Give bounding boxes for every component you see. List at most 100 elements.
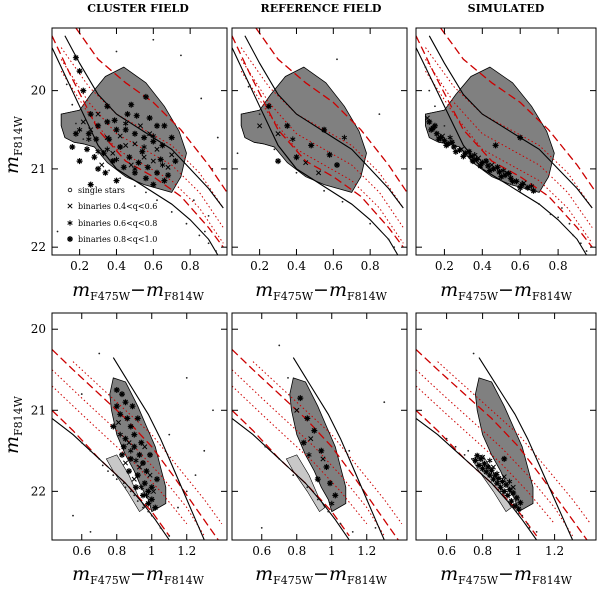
binary-q04-point xyxy=(99,162,105,168)
single-star-point xyxy=(71,103,74,106)
single-star-point xyxy=(463,453,466,456)
binary-q08-point xyxy=(154,122,160,129)
binary-q08-point xyxy=(449,139,455,146)
binary-q08-point xyxy=(486,472,493,479)
binary-q08-point xyxy=(145,488,152,495)
binary-q04-point xyxy=(501,474,507,480)
binary-q08-point xyxy=(504,492,511,499)
single-star-point xyxy=(585,250,588,252)
isochrone-dotted-2 xyxy=(425,70,593,244)
binary-q06-point xyxy=(329,500,335,507)
y-axis-label-bottom: mF814W xyxy=(1,395,25,454)
legend: single stars binaries 0.4<q<0.6 binaries… xyxy=(67,186,157,244)
binary-q06-point xyxy=(447,134,453,141)
binary-q08-point xyxy=(308,142,315,149)
binary-q08-point xyxy=(128,101,135,108)
binary-q08-point xyxy=(76,158,83,165)
y-tick-label: 22 xyxy=(31,484,46,498)
xlabel-sub2: F814W xyxy=(347,290,388,303)
binary-q08-point xyxy=(509,178,516,185)
binary-q08-point xyxy=(326,151,333,158)
isochrone-dashed-0 xyxy=(232,349,399,540)
binary-q08-point xyxy=(297,395,304,402)
single-star-point xyxy=(198,234,201,237)
binary-q08-point xyxy=(150,181,157,188)
binary-q08-point xyxy=(95,122,102,129)
x-tick-label: 0.6 xyxy=(324,259,343,273)
single-star-point xyxy=(387,238,390,241)
binary-q06-point xyxy=(487,457,493,464)
binary-q04-point xyxy=(80,119,86,125)
single-star-point xyxy=(170,211,173,213)
binary-q08-point xyxy=(318,447,325,454)
binary-q08-point xyxy=(505,170,512,177)
single-star-point xyxy=(383,401,386,404)
binary-q08-point xyxy=(530,187,537,194)
binary-q08-point xyxy=(117,411,124,418)
legend-label-q06: binaries 0.6<q<0.8 xyxy=(78,219,157,228)
binary-region xyxy=(425,66,555,193)
binary-q08-point xyxy=(134,472,141,479)
y-tick-label: 20 xyxy=(31,84,46,98)
single-star-point xyxy=(306,486,309,489)
binary-q08-point xyxy=(104,118,111,125)
svg-text:mF475W−mF814W: mF475W−mF814W xyxy=(440,279,573,303)
binary-q08-point xyxy=(456,147,463,154)
xlabel-sub2: F814W xyxy=(532,574,573,587)
isochrone-dashed-1 xyxy=(75,28,227,193)
binary-q08-point xyxy=(113,387,120,393)
fiducial-binary-line xyxy=(64,35,224,209)
svg-text:mF814W: mF814W xyxy=(1,395,25,454)
single-star-point xyxy=(467,449,470,452)
panel-reference-field-top: 0.2 0.4 0.6 0.8 xyxy=(231,27,408,273)
single-star-point xyxy=(80,441,83,444)
binary-q08-point xyxy=(142,93,149,100)
single-star-point xyxy=(295,171,298,174)
single-star-point xyxy=(152,38,155,41)
binary-q08-point xyxy=(477,162,484,169)
binary-q08-point xyxy=(492,472,499,479)
single-star-point xyxy=(454,445,457,448)
binary-q08-point xyxy=(76,68,83,75)
ylabel-sub: F814W xyxy=(12,115,25,156)
binary-q08-point xyxy=(452,148,459,155)
binary-q04-point xyxy=(123,142,129,148)
binary-q06-point xyxy=(113,156,120,163)
xlabel-sub1: F475W xyxy=(273,290,314,303)
binary-q08-point xyxy=(334,162,340,168)
xlabel-m2: −m xyxy=(498,563,532,585)
plot-area xyxy=(416,28,596,255)
binary-q08-point xyxy=(139,148,146,155)
single-star-point xyxy=(278,458,281,460)
xlabel-m1: m xyxy=(440,279,458,301)
x-tick-label: 1.2 xyxy=(357,544,376,558)
binary-q06-point xyxy=(290,136,296,142)
x-tick-label: 0.6 xyxy=(437,544,456,558)
single-star-point xyxy=(273,148,276,151)
binary-q08-point xyxy=(91,154,98,161)
single-star-point xyxy=(168,433,171,436)
binary-q04-point xyxy=(136,464,143,470)
binary-q06-point xyxy=(528,183,535,189)
binary-q04-point xyxy=(115,419,122,425)
binary-q04-point xyxy=(294,407,300,413)
fiducial-single-line xyxy=(52,417,170,540)
x-axis-label-bottom-0: mF475W−mF814W xyxy=(72,563,205,587)
binary-q08-point xyxy=(503,481,509,488)
binary-q08-point xyxy=(483,158,490,165)
single-star-point xyxy=(470,458,473,460)
single-star-point xyxy=(247,85,250,88)
binary-q08-point xyxy=(143,468,150,475)
binary-q08-point xyxy=(124,111,131,118)
binary-q06-point xyxy=(95,148,101,155)
x-tick-label: 0.2 xyxy=(435,259,454,273)
y-tick-label: 21 xyxy=(31,403,46,417)
xlabel-sub1: F475W xyxy=(90,574,131,587)
xlabel-sub1: F475W xyxy=(90,290,131,303)
legend-marker-q08 xyxy=(67,236,73,242)
single-star-point xyxy=(56,230,59,233)
svg-text:mF475W−mF814W: mF475W−mF814W xyxy=(72,563,205,587)
x-tick-label: 1.2 xyxy=(177,544,196,558)
binary-q04-point xyxy=(169,152,175,158)
binary-q08-point xyxy=(100,150,107,157)
